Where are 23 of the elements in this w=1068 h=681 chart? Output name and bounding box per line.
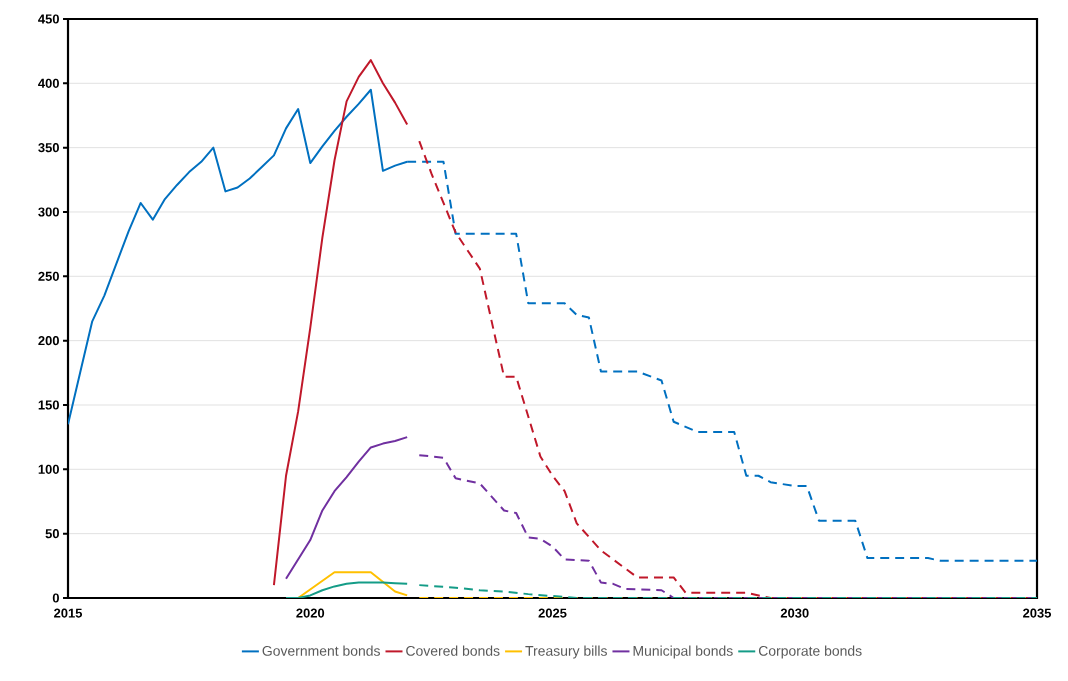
x-tick-label: 2020 [296, 608, 325, 618]
x-tick-label: 2015 [54, 608, 83, 618]
y-tick-label: 150 [38, 400, 59, 410]
x-tick-label: 2035 [1023, 608, 1052, 618]
x-tick-label: 2030 [780, 608, 809, 618]
legend-label: Government bonds [262, 645, 380, 656]
y-tick-label: 450 [38, 14, 59, 24]
y-tick-label: 50 [45, 529, 59, 539]
y-tick-label: 0 [52, 593, 59, 603]
legend-label: Corporate bonds [758, 645, 862, 659]
y-tick-label: 300 [38, 207, 59, 217]
legend-label: Treasury bills [525, 645, 607, 659]
y-tick-label: 250 [38, 271, 59, 281]
legend-label: Municipal bonds [633, 645, 733, 659]
line-series [297, 571, 409, 598]
y-tick-label: 200 [38, 336, 59, 346]
y-tick-label: 350 [38, 143, 59, 153]
line-series [272, 59, 409, 587]
legend-label: Covered bonds [406, 645, 500, 656]
x-tick-label: 2025 [538, 608, 567, 618]
y-tick-label: 400 [38, 78, 59, 88]
y-tick-label: 100 [38, 464, 59, 474]
line-series [418, 584, 1038, 598]
